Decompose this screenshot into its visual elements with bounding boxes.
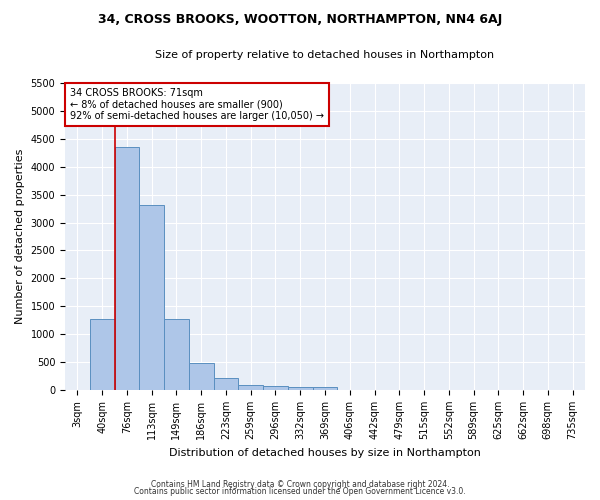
Bar [115, 147, 139, 390]
Bar [189, 362, 214, 390]
Text: Contains HM Land Registry data © Crown copyright and database right 2024.: Contains HM Land Registry data © Crown c… [151, 480, 449, 489]
Title: Size of property relative to detached houses in Northampton: Size of property relative to detached ho… [155, 50, 494, 60]
Bar [90, 319, 115, 390]
Bar [139, 205, 164, 390]
Bar [214, 378, 238, 390]
Y-axis label: Number of detached properties: Number of detached properties [15, 149, 25, 324]
X-axis label: Distribution of detached houses by size in Northampton: Distribution of detached houses by size … [169, 448, 481, 458]
Bar [263, 386, 288, 390]
Text: 34, CROSS BROOKS, WOOTTON, NORTHAMPTON, NN4 6AJ: 34, CROSS BROOKS, WOOTTON, NORTHAMPTON, … [98, 12, 502, 26]
Bar [164, 320, 189, 390]
Text: Contains public sector information licensed under the Open Government Licence v3: Contains public sector information licen… [134, 487, 466, 496]
Bar [313, 387, 337, 390]
Text: 34 CROSS BROOKS: 71sqm
← 8% of detached houses are smaller (900)
92% of semi-det: 34 CROSS BROOKS: 71sqm ← 8% of detached … [70, 88, 324, 121]
Bar [288, 387, 313, 390]
Bar [238, 384, 263, 390]
